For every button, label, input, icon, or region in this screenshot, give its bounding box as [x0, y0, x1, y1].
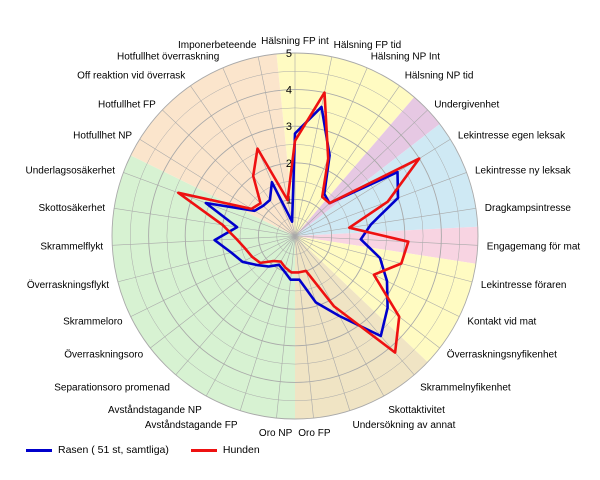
category-label-6: Lekintresse ny leksak	[475, 165, 572, 176]
legend-item-breed: Rasen ( 51 st, samtliga)	[26, 444, 169, 456]
category-label-27: Hotfullhet FP	[98, 100, 156, 111]
category-label-20: Överraskningsoro	[64, 349, 143, 361]
grid-spoke-10	[294, 235, 460, 317]
category-label-26: Hotfullhet NP	[73, 130, 132, 141]
grid-spoke-23	[112, 235, 296, 246]
category-label-14: Undersökning av annat	[353, 420, 456, 431]
category-label-24: Skottosäkerhet	[38, 203, 105, 214]
grid-spoke-17	[239, 235, 296, 411]
category-label-16: Oro NP	[259, 428, 293, 439]
legend-item-dog: Hunden	[190, 444, 260, 456]
category-label-17: Avståndstagande FP	[145, 419, 238, 431]
sector-band-0	[276, 53, 415, 236]
category-label-15: Oro FP	[298, 428, 331, 439]
category-label-19: Separationsoro promenad	[54, 383, 170, 394]
category-label-5: Lekintresse egen leksak	[458, 130, 566, 141]
grid-spoke-14	[294, 235, 351, 411]
grid-spoke-26	[139, 138, 296, 237]
radial-grid	[111, 52, 479, 420]
category-label-18: Avståndstagande NP	[108, 404, 202, 416]
grid-spoke-20	[150, 235, 296, 349]
grid-spoke-7	[294, 207, 476, 237]
grid-spoke-3	[294, 85, 400, 237]
grid-spoke-11	[294, 235, 440, 349]
series-line-1	[177, 91, 421, 354]
sector-band-2	[295, 123, 478, 236]
sector-band-3	[295, 226, 478, 264]
category-label-11: Överraskningsnyfikenhet	[447, 349, 557, 361]
grid-spoke-27	[162, 109, 296, 237]
category-label-8: Engagemang för mat	[487, 242, 581, 253]
grid-spoke-5	[294, 138, 451, 237]
series-lines	[177, 91, 421, 354]
category-label-2: Hälsning NP Int	[371, 52, 441, 63]
grid-spoke-30	[257, 56, 296, 237]
tick-label-1: 1	[286, 194, 292, 206]
sector-band-7	[130, 53, 295, 236]
grid-spoke-28	[190, 85, 296, 237]
category-label-29: Hotfullhet överraskning	[117, 52, 219, 63]
grid-spoke-2	[294, 67, 368, 237]
grid-spoke-4	[294, 109, 428, 237]
grid-spoke-21	[130, 235, 296, 317]
category-label-10: Kontakt vid mat	[467, 317, 536, 328]
category-label-22: Överraskningsflykt	[27, 279, 109, 291]
grid-spoke-9	[294, 235, 473, 283]
radial-tick-labels: 1 2 3 4 5	[286, 48, 292, 206]
grid-spoke-16	[276, 235, 296, 419]
category-label-0: Hälsning FP int	[261, 36, 329, 47]
category-label-25: Underlagsosäkerhet	[26, 165, 116, 176]
tick-label-4: 4	[286, 85, 292, 97]
tick-label-2: 2	[286, 158, 292, 170]
tick-label-3: 3	[286, 121, 292, 133]
category-label-21: Skrammeloro	[63, 317, 123, 328]
sector-band-6	[111, 155, 295, 419]
grid-spoke-15	[294, 235, 314, 419]
series-line-0	[204, 105, 400, 338]
category-label-12: Skrammelnyfikenhet	[420, 383, 511, 394]
legend-swatch-dog	[190, 448, 217, 452]
category-label-7: Dragkampsintresse	[485, 203, 572, 214]
legend: Rasen ( 51 st, samtliga) Hunden	[26, 444, 282, 456]
legend-label-dog: Hunden	[222, 444, 260, 456]
grid-spoke-19	[175, 235, 296, 376]
category-label-9: Lekintresse föraren	[481, 280, 567, 291]
grid-spoke-6	[294, 172, 467, 237]
category-label-23: Skrammelflykt	[40, 242, 103, 253]
grid-spoke-22	[117, 235, 296, 283]
legend-label-breed: Rasen ( 51 st, samtliga)	[58, 444, 169, 456]
tick-label-5: 5	[286, 48, 292, 60]
category-label-13: Skottaktivitet	[388, 405, 445, 416]
grid-spoke-24	[114, 207, 296, 237]
grid-spoke-1	[294, 56, 333, 237]
category-label-3: Hälsning NP tid	[405, 70, 474, 81]
category-label-1: Hälsning FP tid	[334, 40, 402, 51]
category-label-30: Imponerbeteende	[178, 40, 257, 51]
grid-spoke-8	[294, 235, 478, 246]
legend-swatch-breed	[26, 448, 52, 452]
category-label-4: Undergivenhet	[434, 100, 499, 111]
category-label-28: Off reaktion vid överrask	[77, 70, 186, 81]
